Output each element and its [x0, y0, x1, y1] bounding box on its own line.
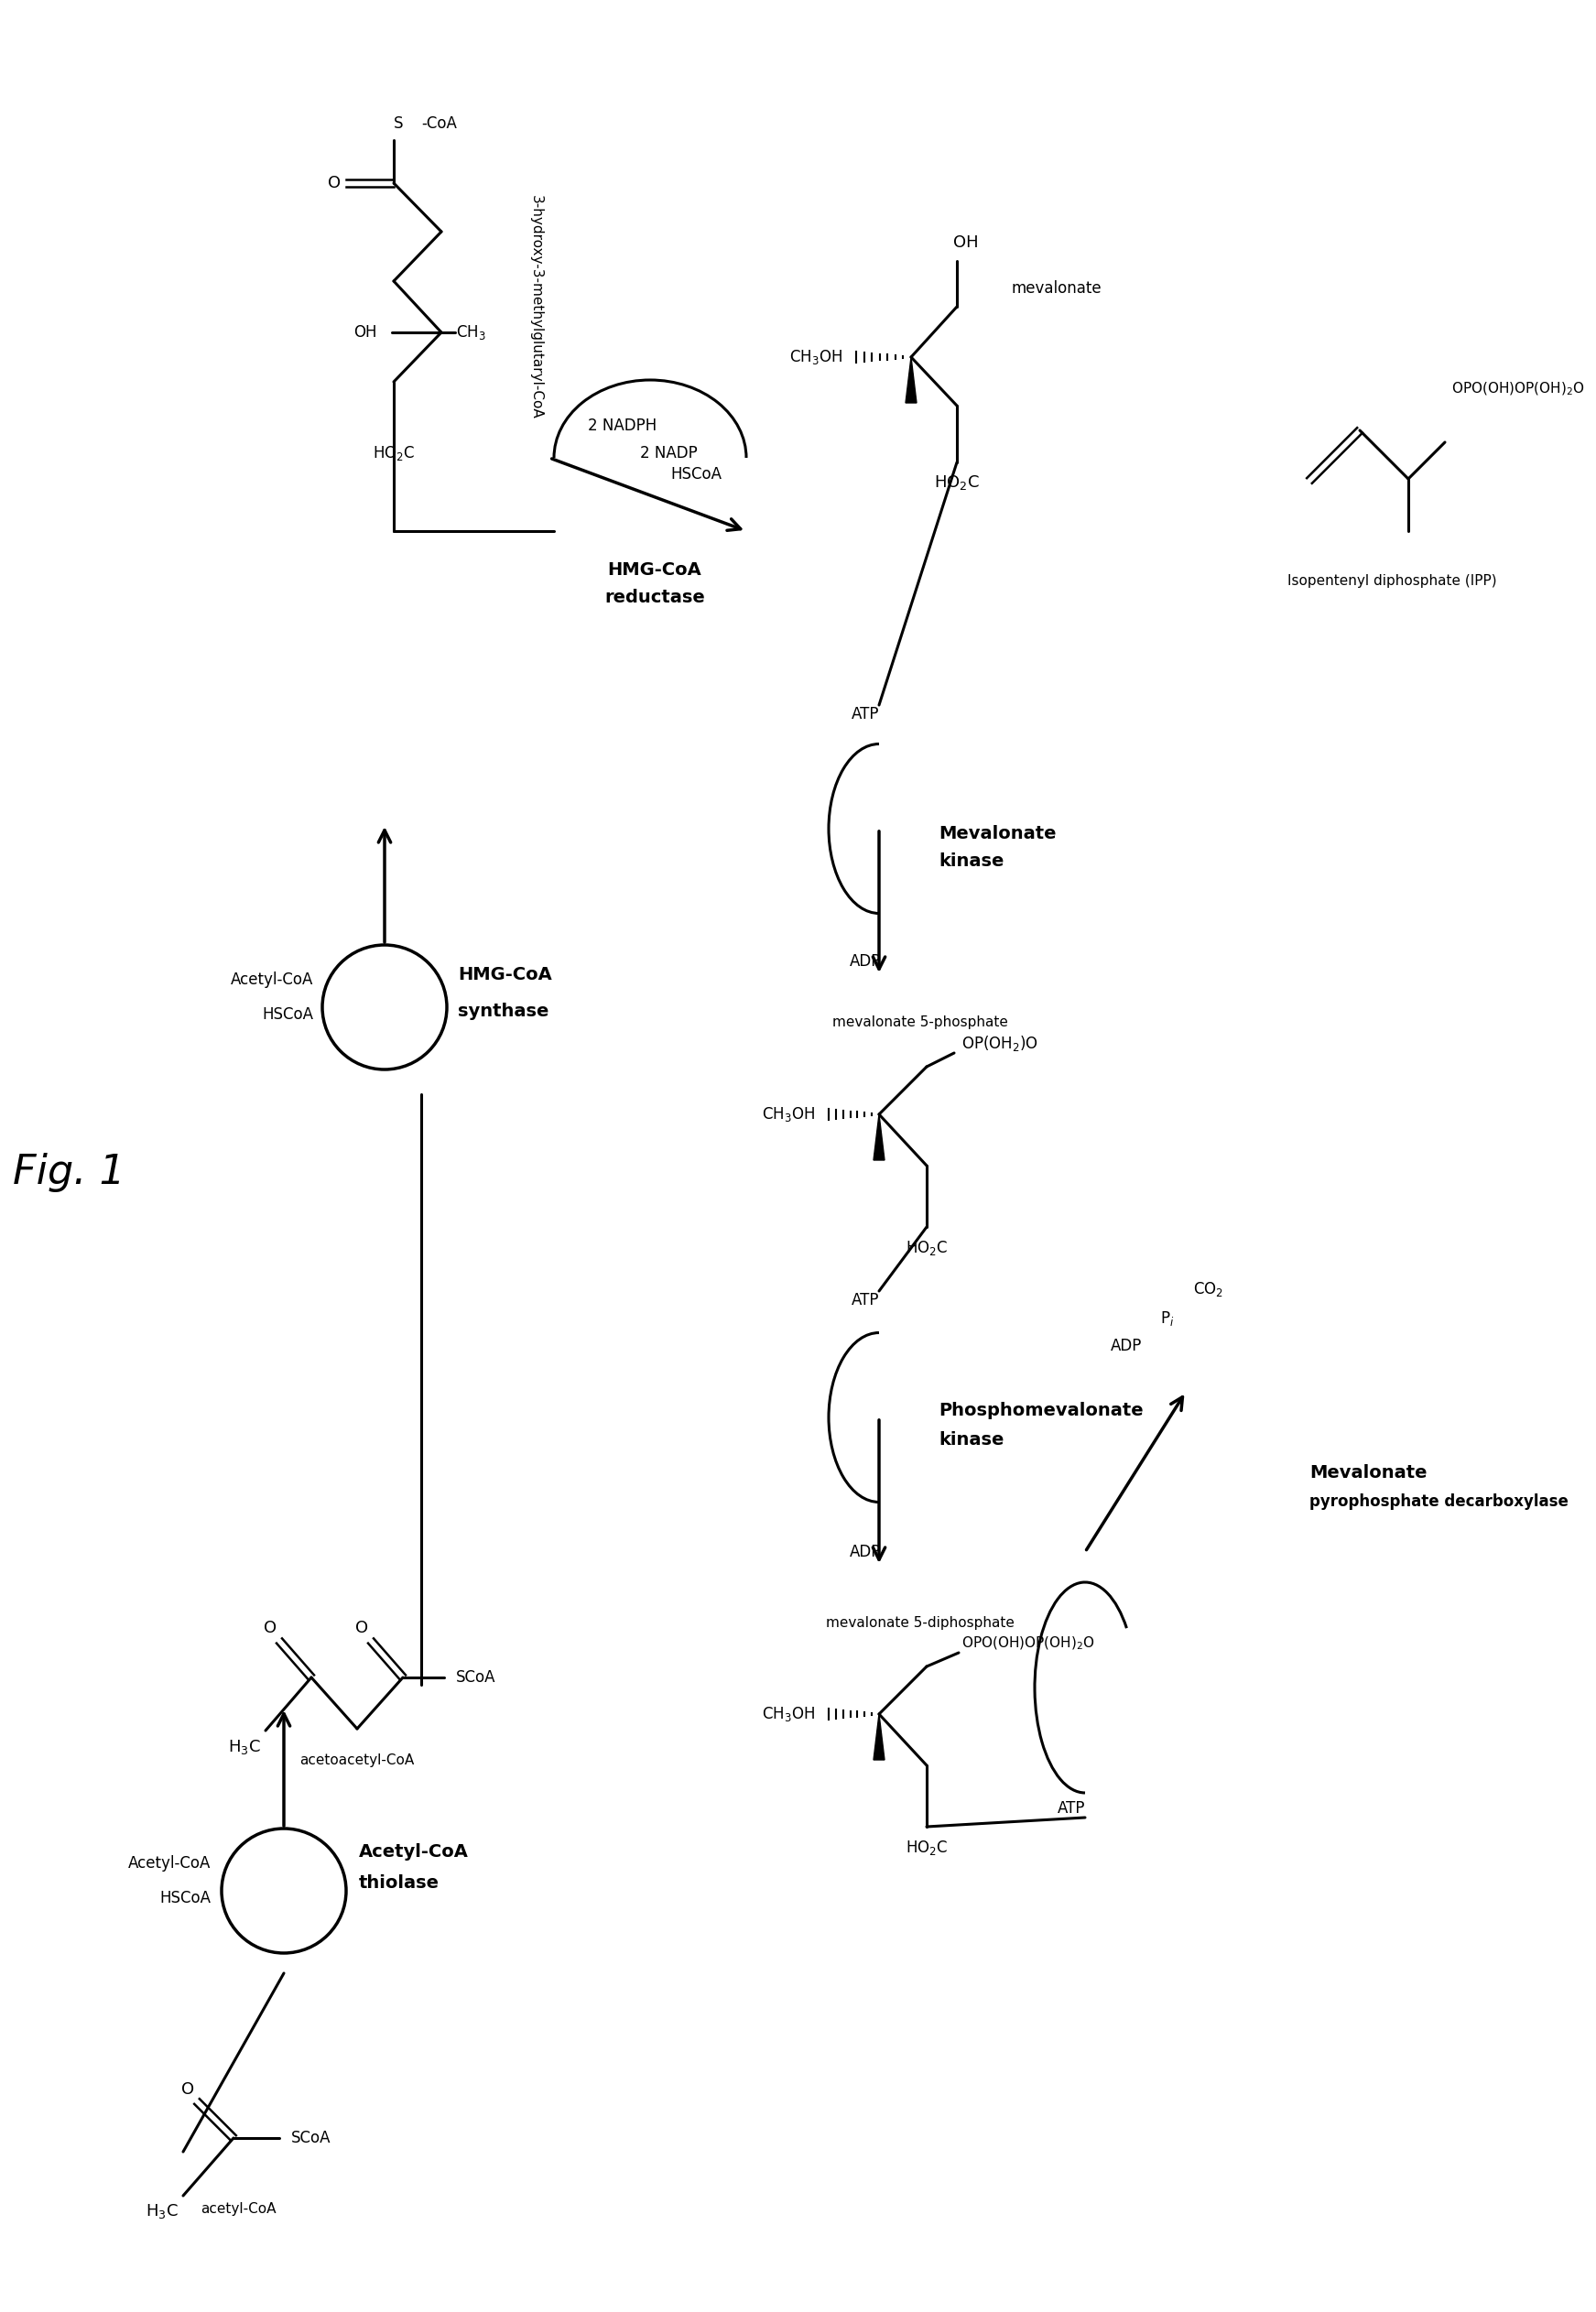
Text: kinase: kinase	[938, 1431, 1004, 1447]
Text: acetyl-CoA: acetyl-CoA	[201, 2201, 276, 2215]
Text: -CoA: -CoA	[421, 116, 456, 132]
Text: HSCoA: HSCoA	[262, 1006, 313, 1022]
Text: 2 NADPH: 2 NADPH	[589, 418, 658, 435]
Text: OP(OH$_2$)O: OP(OH$_2$)O	[961, 1033, 1039, 1054]
Text: HO$_2$C: HO$_2$C	[905, 1838, 948, 1857]
Text: thiolase: thiolase	[359, 1875, 439, 1891]
Text: O: O	[263, 1621, 276, 1637]
Polygon shape	[873, 1114, 884, 1161]
Text: 3-hydroxy-3-methylglutaryl-CoA: 3-hydroxy-3-methylglutaryl-CoA	[528, 194, 543, 418]
Text: 2 NADP: 2 NADP	[640, 444, 697, 462]
Text: Acetyl-CoA: Acetyl-CoA	[230, 971, 313, 987]
Text: mevalonate 5-phosphate: mevalonate 5-phosphate	[833, 1015, 1009, 1029]
Text: H$_3$C: H$_3$C	[228, 1739, 262, 1757]
Text: CO$_2$: CO$_2$	[1194, 1281, 1224, 1299]
Polygon shape	[905, 356, 916, 402]
Text: ATP: ATP	[851, 705, 879, 721]
Text: HO$_2$C: HO$_2$C	[905, 1239, 948, 1258]
Text: OH: OH	[953, 234, 978, 252]
Text: HO$_2$C: HO$_2$C	[372, 444, 415, 462]
Text: OPO(OH)OP(OH)$_2$O: OPO(OH)OP(OH)$_2$O	[1451, 381, 1585, 398]
Text: reductase: reductase	[605, 587, 705, 606]
Text: kinase: kinase	[938, 853, 1004, 869]
Text: O: O	[327, 176, 340, 192]
Text: HSCoA: HSCoA	[160, 1889, 211, 1907]
Text: Acetyl-CoA: Acetyl-CoA	[128, 1854, 211, 1873]
Text: HMG-CoA: HMG-CoA	[608, 562, 702, 578]
Text: acetoacetyl-CoA: acetoacetyl-CoA	[300, 1752, 415, 1766]
Text: CH$_3$OH: CH$_3$OH	[761, 1704, 816, 1722]
Text: ADP: ADP	[849, 1544, 881, 1561]
Text: Isopentenyl diphosphate (IPP): Isopentenyl diphosphate (IPP)	[1286, 576, 1497, 587]
Text: OPO(OH)OP(OH)$_2$O: OPO(OH)OP(OH)$_2$O	[961, 1635, 1095, 1653]
Text: SCoA: SCoA	[456, 1669, 496, 1685]
Text: CH$_3$OH: CH$_3$OH	[761, 1105, 816, 1124]
Text: S: S	[393, 116, 402, 132]
Text: SCoA: SCoA	[290, 2129, 330, 2146]
Text: Phosphomevalonate: Phosphomevalonate	[938, 1401, 1143, 1420]
Text: O: O	[356, 1621, 369, 1637]
Text: ADP: ADP	[1111, 1339, 1143, 1355]
Text: O: O	[182, 2081, 195, 2097]
Text: Fig. 1: Fig. 1	[13, 1151, 124, 1191]
Polygon shape	[873, 1713, 884, 1759]
Text: H$_3$C: H$_3$C	[145, 2201, 179, 2220]
Text: HSCoA: HSCoA	[670, 467, 721, 483]
Text: ATP: ATP	[851, 1292, 879, 1309]
Text: P$_i$: P$_i$	[1160, 1309, 1175, 1327]
Text: ADP: ADP	[849, 953, 881, 969]
Text: CH$_3$OH: CH$_3$OH	[788, 347, 843, 365]
Text: mevalonate 5-diphosphate: mevalonate 5-diphosphate	[827, 1616, 1015, 1630]
Text: HO$_2$C: HO$_2$C	[934, 474, 980, 492]
Text: Acetyl-CoA: Acetyl-CoA	[359, 1843, 469, 1861]
Text: Mevalonate: Mevalonate	[1309, 1463, 1427, 1482]
Text: pyrophosphate decarboxylase: pyrophosphate decarboxylase	[1309, 1494, 1569, 1510]
Text: HMG-CoA: HMG-CoA	[458, 966, 552, 985]
Text: OH: OH	[354, 324, 377, 340]
Text: CH$_3$: CH$_3$	[456, 324, 487, 342]
Text: synthase: synthase	[458, 1003, 549, 1020]
Text: ATP: ATP	[1058, 1801, 1085, 1817]
Text: Mevalonate: Mevalonate	[938, 825, 1057, 842]
Text: mevalonate: mevalonate	[1012, 280, 1103, 296]
